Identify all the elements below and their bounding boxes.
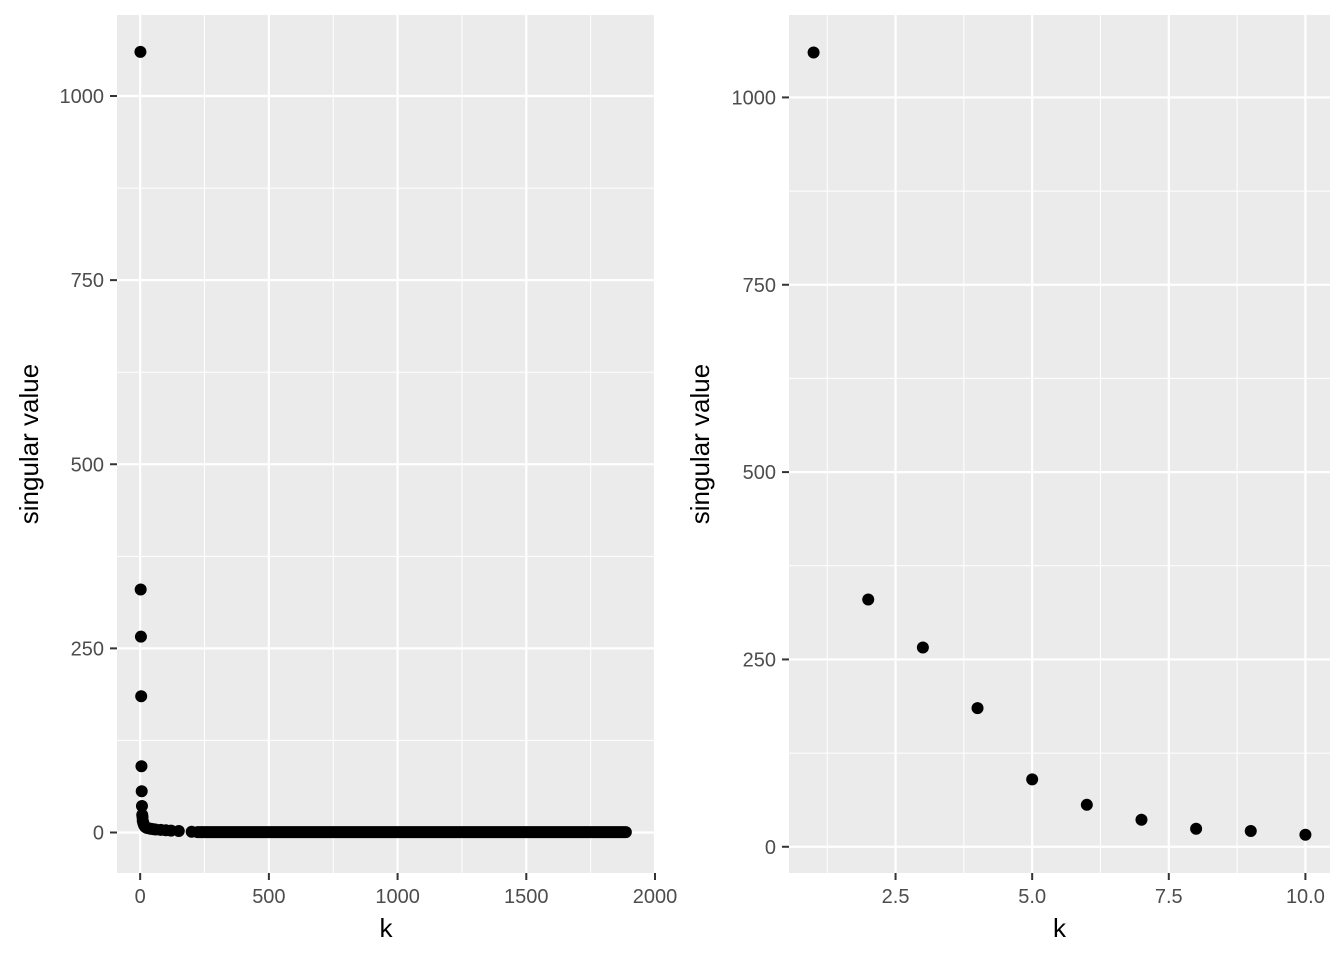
x-tick-label: 500 xyxy=(252,886,285,908)
y-tick-label: 750 xyxy=(71,270,104,292)
data-point xyxy=(134,45,147,58)
data-point xyxy=(1299,828,1312,841)
data-point xyxy=(862,593,875,606)
y-tick-label: 500 xyxy=(743,462,776,484)
data-point xyxy=(135,785,148,798)
y-tick-label: 0 xyxy=(765,837,776,859)
x-tick-label: 1500 xyxy=(504,886,549,908)
x-tick-label: 0 xyxy=(135,886,146,908)
y-axis-label: singular value xyxy=(14,364,44,524)
data-point xyxy=(1135,813,1148,826)
y-tick-label: 250 xyxy=(743,649,776,671)
y-tick-label: 1000 xyxy=(60,86,105,108)
data-point xyxy=(1190,822,1203,835)
data-point xyxy=(1080,798,1093,811)
data-point xyxy=(134,630,147,643)
y-tick-label: 750 xyxy=(743,275,776,297)
x-axis-label: k xyxy=(1053,913,1067,943)
y-tick-label: 500 xyxy=(71,454,104,476)
data-point xyxy=(1244,825,1257,838)
x-tick-label: 2000 xyxy=(633,886,678,908)
data-point xyxy=(135,690,148,703)
x-tick-label: 7.5 xyxy=(1155,886,1183,908)
plot-background xyxy=(117,15,655,873)
data-point xyxy=(134,583,147,596)
data-point xyxy=(135,760,148,773)
panel-2: 2.5 5.0 7.5 10.0 0 250 500 750 1000 k singular val… xyxy=(685,15,1330,943)
data-point xyxy=(916,641,929,654)
data-point xyxy=(135,799,148,812)
x-tick-label: 2.5 xyxy=(882,886,910,908)
x-tick-label: 1000 xyxy=(375,886,420,908)
panel-1: 0 500 1000 1500 2000 0 250 500 750 1000 k singular … xyxy=(14,15,677,943)
data-point xyxy=(172,825,185,838)
data-point xyxy=(807,46,820,59)
x-tick-label: 10.0 xyxy=(1286,886,1325,908)
y-tick-label: 0 xyxy=(93,822,104,844)
y-tick-label: 1000 xyxy=(732,87,777,109)
data-point xyxy=(1026,773,1039,786)
data-point-tail xyxy=(191,826,632,839)
plot-background xyxy=(789,15,1330,873)
data-point xyxy=(971,702,984,715)
y-tick-label: 250 xyxy=(71,638,104,660)
y-axis-label: singular value xyxy=(685,364,715,524)
data-point xyxy=(185,825,198,838)
x-tick-label: 5.0 xyxy=(1018,886,1046,908)
x-axis-label: k xyxy=(380,913,394,943)
